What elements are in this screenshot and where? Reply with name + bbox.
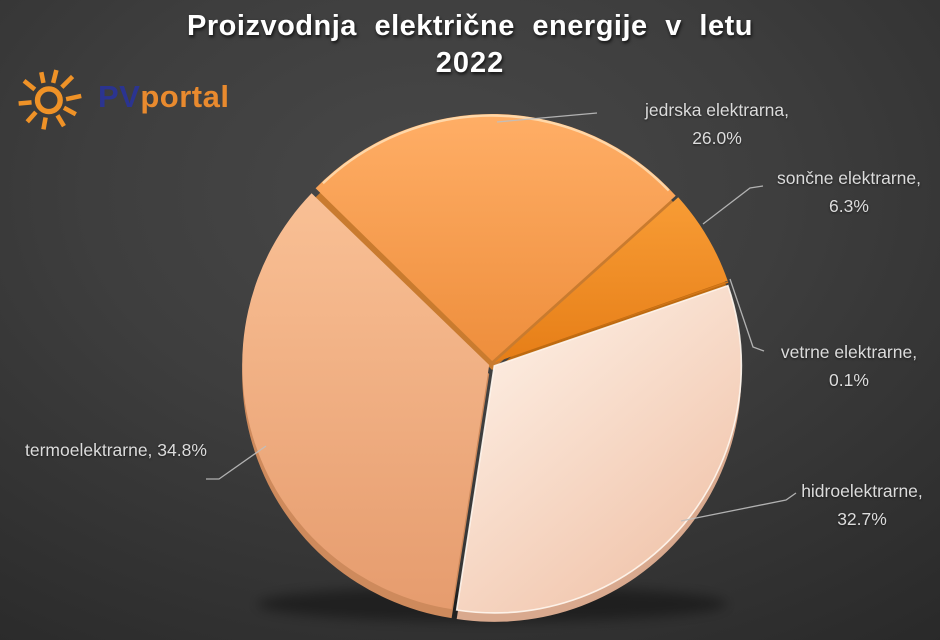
chart-title-line2: 2022 (435, 47, 505, 79)
leader-line-hidro (680, 492, 797, 522)
logo-portal-text: portal (140, 79, 230, 114)
pie-slice-hidroelektrarne (455, 284, 743, 614)
pie-slices (242, 113, 743, 614)
pvportal-logo: PVportal (10, 56, 229, 138)
logo-pv-text: PV (98, 79, 141, 114)
callout-termo: termoelektrarne, 34.8% (25, 436, 315, 464)
leader-lines (206, 112, 797, 522)
pie-slice-vetrneelektrarne (494, 281, 729, 363)
callout-vetrne-name: vetrne elektrarne, (780, 342, 918, 362)
callout-soncne-name: sončne elektrarne, (777, 168, 921, 188)
callout-termo-name: termoelektrarne, 34.8% (25, 440, 207, 460)
chart-title-line1: Proizvodnja električne energije v letu (187, 10, 753, 42)
leader-line-vetrne (729, 278, 765, 352)
pie-slice-jedrskaelektrarna (315, 113, 676, 361)
callout-vetrne-pct: 0.1% (829, 370, 869, 390)
callout-jedrska: jedrska elektrarna, 26.0% (622, 96, 812, 152)
callout-hidro-name: hidroelektrarne, (801, 481, 923, 501)
callout-jedrska-name: jedrska elektrarna, (645, 100, 789, 120)
callout-hidro-pct: 32.7% (837, 509, 887, 529)
leader-line-termo (206, 445, 267, 480)
leader-line-jedrska (496, 112, 598, 123)
chart-title: Proizvodnja električne energije v letu 2… (0, 8, 940, 82)
callout-soncne: sončne elektrarne, 6.3% (758, 164, 940, 220)
pvportal-wordmark: PVportal (98, 79, 229, 115)
leader-line-soncne (702, 185, 764, 225)
pie-slice-sonneelektrarne (494, 197, 728, 363)
callout-hidro: hidroelektrarne, 32.7% (772, 477, 940, 533)
callout-soncne-pct: 6.3% (829, 196, 869, 216)
sun-icon (18, 69, 82, 130)
pie-slice-termoelektrarne (242, 193, 490, 610)
pie-top-highlight (322, 114, 670, 192)
callout-vetrne: vetrne elektrarne, 0.1% (758, 338, 940, 394)
callout-jedrska-pct: 26.0% (692, 128, 742, 148)
